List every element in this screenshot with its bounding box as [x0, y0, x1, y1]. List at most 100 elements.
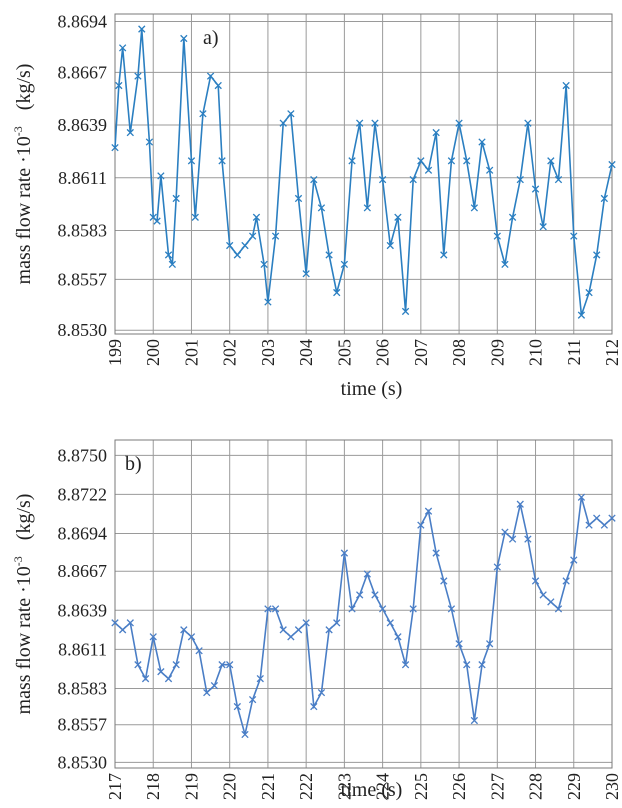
y-tick-label: 8.8611 — [58, 168, 107, 188]
data-point — [333, 288, 341, 297]
x-tick-label: 199 — [105, 339, 125, 366]
data-point — [310, 702, 318, 711]
data-point — [340, 260, 349, 269]
data-point — [478, 138, 486, 146]
data-point — [241, 730, 249, 739]
data-point — [302, 270, 310, 278]
data-point — [115, 81, 123, 90]
data-point — [570, 556, 578, 564]
data-point — [539, 223, 547, 231]
y-axis-label-text: mass flow rate ·10 — [13, 136, 35, 284]
data-point — [409, 175, 417, 184]
data-point — [340, 549, 349, 557]
data-point — [248, 695, 257, 704]
data-point — [417, 521, 425, 529]
data-point — [164, 675, 173, 683]
data-point — [593, 514, 601, 522]
data-point — [218, 157, 226, 165]
data-point — [126, 128, 134, 137]
x-axis-label: time (s) — [341, 779, 403, 801]
y-tick-label: 8.8694 — [58, 524, 108, 544]
data-point — [138, 25, 146, 33]
data-point — [264, 605, 272, 613]
data-point — [371, 591, 379, 599]
data-point — [531, 577, 540, 585]
y-tick-label: 8.8694 — [58, 12, 108, 32]
data-point — [226, 241, 234, 250]
data-point — [310, 175, 318, 184]
data-point — [153, 217, 161, 225]
y-axis-label-unit: (kg/s) — [13, 494, 35, 541]
data-point — [348, 157, 356, 165]
plot-frame — [114, 13, 613, 335]
x-tick-label: 211 — [564, 339, 584, 365]
data-point — [248, 232, 257, 240]
data-point — [279, 119, 287, 127]
x-tick-label: 201 — [181, 339, 201, 366]
data-point — [325, 626, 333, 634]
x-tick-label: 204 — [296, 339, 316, 366]
data-point — [317, 204, 326, 212]
data-point — [157, 668, 165, 676]
x-tick-label: 227 — [487, 773, 507, 800]
data-point — [585, 288, 593, 297]
data-point — [570, 232, 578, 240]
data-point — [118, 44, 127, 52]
y-tick-label: 8.8750 — [58, 445, 108, 465]
data-point — [378, 605, 387, 613]
y-tick-label: 8.8639 — [58, 600, 108, 620]
data-point — [508, 213, 517, 221]
data-point — [279, 626, 287, 634]
data-point — [547, 598, 555, 606]
x-tick-label: 200 — [143, 339, 163, 366]
data-point — [157, 172, 165, 180]
data-point — [524, 119, 532, 127]
data-point — [180, 34, 188, 43]
plot-area — [115, 440, 612, 768]
data-point — [470, 204, 479, 212]
x-tick-label: 207 — [411, 339, 431, 366]
x-axis-label: time (s) — [341, 378, 403, 400]
data-point — [218, 661, 226, 669]
x-tick-label: 222 — [296, 773, 316, 800]
data-point — [401, 661, 410, 669]
data-point — [516, 500, 524, 508]
data-point — [463, 157, 471, 165]
data-point — [470, 716, 479, 725]
data-point — [168, 260, 177, 269]
data-point — [501, 260, 509, 269]
data-point — [203, 688, 211, 697]
data-point — [118, 626, 127, 634]
data-point — [302, 619, 310, 627]
x-tick-label: 224 — [373, 773, 393, 800]
x-tick-label: 219 — [181, 773, 201, 800]
x-tick-label: 212 — [602, 339, 622, 366]
data-point — [195, 647, 203, 655]
data-point — [539, 591, 547, 599]
data-point — [562, 577, 570, 585]
data-point — [356, 591, 364, 599]
x-tick-label: 223 — [334, 773, 354, 800]
y-axis-label-exponent: -3 — [11, 556, 25, 566]
data-point — [172, 194, 180, 203]
x-tick-label: 208 — [449, 339, 469, 366]
data-point — [447, 605, 456, 613]
x-tick-label: 220 — [220, 773, 240, 800]
data-point — [187, 633, 196, 641]
y-axis-label-text: mass flow rate ·10 — [13, 566, 35, 714]
y-tick-label: 8.8583 — [58, 220, 108, 240]
y-tick-label: 8.8557 — [58, 269, 108, 289]
plot-frame — [114, 439, 613, 769]
data-point — [600, 194, 609, 203]
data-point — [356, 119, 364, 127]
x-tick-label: 203 — [258, 339, 278, 366]
data-point — [180, 626, 188, 634]
data-point — [424, 507, 433, 515]
data-point — [214, 81, 222, 90]
data-point — [417, 157, 425, 165]
data-point — [486, 166, 494, 174]
x-tick-label: 202 — [220, 339, 240, 366]
data-point — [271, 232, 280, 240]
